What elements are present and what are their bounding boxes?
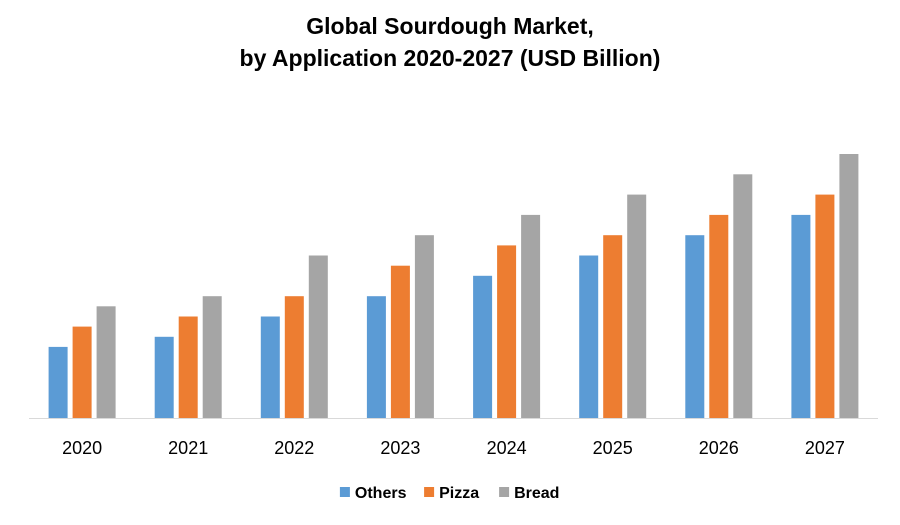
bar-bread-2023 [414, 235, 434, 418]
bar-bread-2022 [308, 255, 328, 418]
chart-title: Global Sourdough Market, by Application … [0, 10, 900, 74]
legend-item-others: Others [339, 485, 407, 502]
bar-others-2021 [154, 336, 174, 418]
bar-pizza-2021 [178, 316, 198, 418]
bar-others-2027 [791, 214, 811, 418]
bar-pizza-2024 [497, 245, 517, 418]
bar-bread-2020 [96, 306, 116, 418]
x-tick-label-2023: 2023 [380, 438, 420, 458]
bar-others-2024 [473, 275, 493, 418]
bars-layer [48, 154, 859, 418]
x-tick-label-2025: 2025 [593, 438, 633, 458]
bar-pizza-2020 [72, 326, 92, 418]
legend: Others Pizza Bread [339, 485, 559, 502]
bar-pizza-2025 [603, 235, 623, 418]
bar-bread-2027 [839, 154, 859, 418]
legend-label-others: Others [355, 485, 407, 502]
legend-swatch-bread [499, 487, 510, 497]
bar-pizza-2022 [284, 296, 304, 418]
bar-pizza-2023 [390, 265, 410, 418]
legend-label-pizza: Pizza [439, 485, 479, 502]
bar-bread-2025 [627, 194, 647, 418]
bar-others-2026 [685, 235, 705, 418]
bar-pizza-2027 [815, 194, 835, 418]
bar-bread-2026 [733, 174, 753, 418]
x-tick-label-2027: 2027 [805, 438, 845, 458]
legend-label-bread: Bread [514, 485, 559, 502]
legend-swatch-pizza [424, 487, 435, 497]
x-tick-label-2021: 2021 [168, 438, 208, 458]
legend-item-bread: Bread [499, 485, 559, 502]
legend-swatch-others [339, 487, 350, 497]
chart-title-line-1: Global Sourdough Market, [306, 13, 594, 39]
x-tick-label-2024: 2024 [487, 438, 527, 458]
bar-others-2020 [48, 346, 68, 418]
bar-others-2023 [366, 296, 386, 418]
chart-title-line-2: by Application 2020-2027 (USD Billion) [239, 45, 661, 71]
bar-bread-2024 [521, 214, 541, 418]
x-tick-label-2020: 2020 [62, 438, 102, 458]
x-tick-label-2022: 2022 [274, 438, 314, 458]
bar-others-2022 [260, 316, 280, 418]
bar-pizza-2026 [709, 214, 729, 418]
x-tick-labels: 2020 2021 2022 2023 2024 2025 2026 2027 [62, 438, 845, 458]
bar-bread-2021 [202, 296, 222, 418]
x-tick-label-2026: 2026 [699, 438, 739, 458]
bar-others-2025 [579, 255, 599, 418]
legend-item-pizza: Pizza [424, 485, 479, 502]
